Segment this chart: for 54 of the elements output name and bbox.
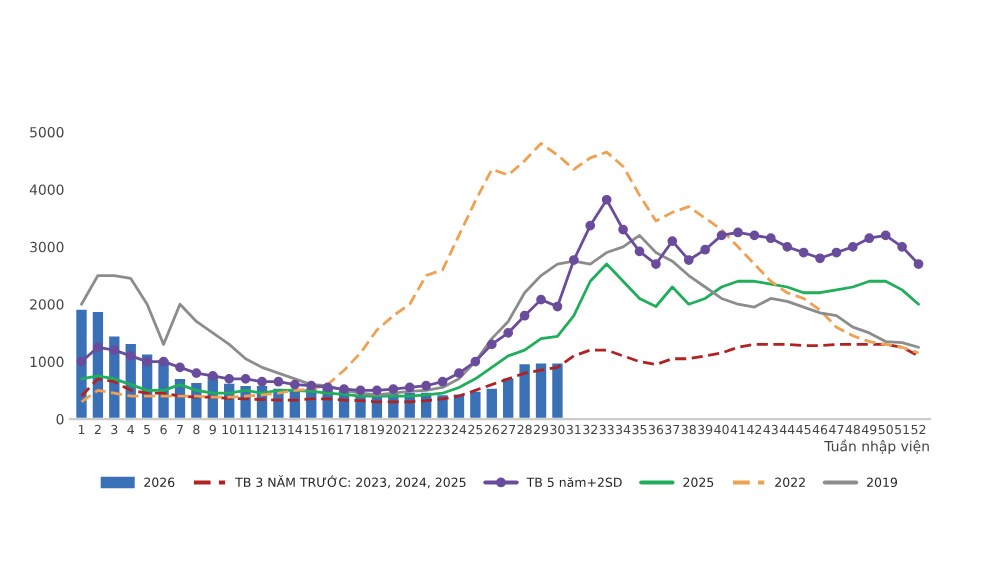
point (454, 368, 464, 378)
point (601, 194, 612, 205)
point (519, 310, 530, 321)
point (404, 382, 415, 393)
point (798, 247, 809, 258)
point (289, 379, 300, 390)
point (339, 384, 349, 395)
point (585, 220, 596, 231)
point (716, 230, 727, 241)
point (372, 385, 382, 396)
point (125, 351, 136, 361)
point (815, 253, 825, 264)
point (618, 224, 628, 235)
point (486, 339, 497, 350)
point (109, 345, 120, 355)
line-series (80, 142, 920, 404)
point (700, 244, 711, 255)
point (273, 376, 284, 387)
point (733, 227, 743, 238)
point (913, 259, 924, 269)
point (864, 233, 875, 244)
point (257, 376, 267, 387)
point (848, 241, 858, 252)
point (421, 380, 432, 391)
point (207, 371, 218, 381)
point (142, 356, 152, 367)
line-series (80, 233, 920, 397)
point (388, 384, 399, 395)
point (470, 356, 481, 367)
point (651, 259, 661, 269)
point (355, 385, 366, 396)
point (240, 373, 251, 384)
point (831, 247, 842, 258)
point (552, 301, 563, 312)
point (437, 376, 448, 387)
point (191, 368, 202, 378)
point (897, 241, 907, 252)
point (306, 380, 317, 391)
point (536, 294, 546, 305)
point (667, 236, 678, 246)
point (93, 342, 103, 353)
point (880, 230, 891, 241)
point (683, 255, 694, 265)
point (158, 356, 169, 367)
point (568, 255, 579, 265)
point (224, 373, 235, 384)
point (322, 382, 333, 393)
point (765, 233, 776, 244)
point (175, 362, 185, 373)
point (76, 356, 87, 367)
point (782, 241, 793, 252)
point (749, 230, 760, 241)
point (634, 246, 645, 257)
point (503, 328, 514, 338)
